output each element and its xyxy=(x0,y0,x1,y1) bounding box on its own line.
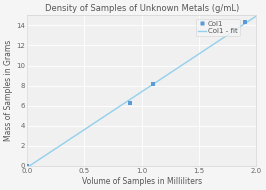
Col1 xyxy=(151,82,155,85)
Legend: Col1, Col1 - fit: Col1, Col1 - fit xyxy=(196,19,240,36)
Col1 - fit xyxy=(235,28,238,30)
Col1 xyxy=(243,21,247,24)
Y-axis label: Mass of Samples in Grams: Mass of Samples in Grams xyxy=(4,40,13,141)
Col1 - fit xyxy=(39,157,43,159)
Col1 - fit xyxy=(35,160,38,163)
Col1 - fit xyxy=(255,15,258,17)
Col1 - fit xyxy=(26,166,29,169)
Col1 - fit xyxy=(68,138,71,140)
Title: Density of Samples of Unknown Metals (g/mL): Density of Samples of Unknown Metals (g/… xyxy=(44,4,239,13)
Col1 xyxy=(25,165,29,168)
Col1 xyxy=(128,101,132,104)
Line: Col1 - fit: Col1 - fit xyxy=(27,16,256,168)
Col1 - fit xyxy=(243,23,246,25)
X-axis label: Volume of Samples in Milliliters: Volume of Samples in Milliliters xyxy=(82,177,202,186)
Col1 - fit xyxy=(86,126,90,128)
